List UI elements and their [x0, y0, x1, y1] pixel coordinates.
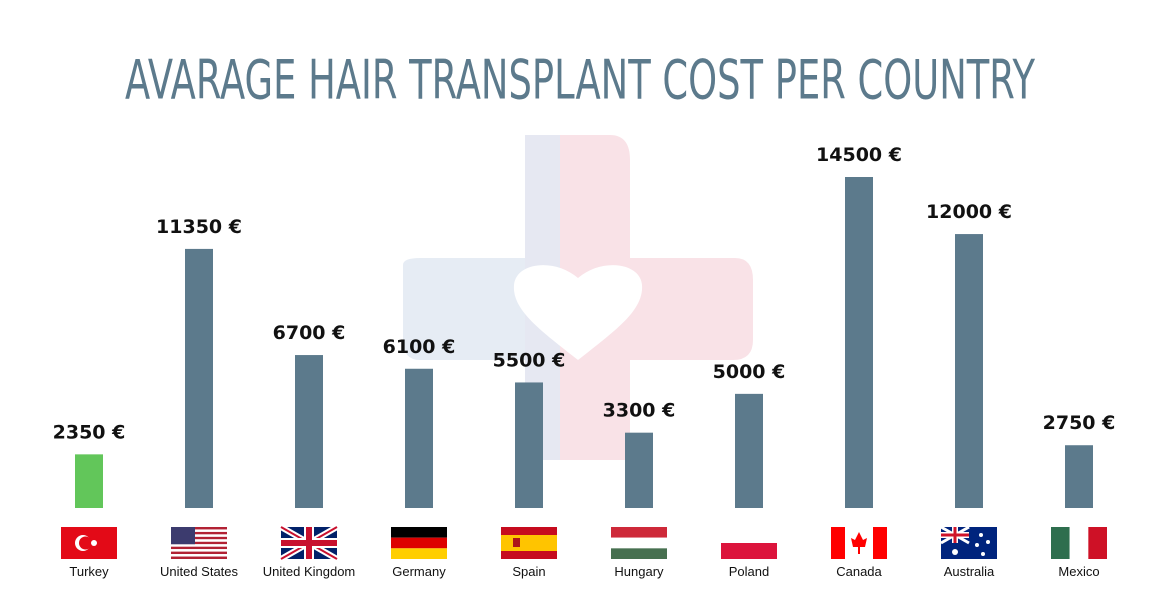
x-tick-label: Mexico [1058, 564, 1099, 579]
watermark [403, 135, 753, 460]
flag-part [171, 531, 227, 535]
flag-part [171, 551, 227, 555]
flag-part [986, 540, 990, 544]
flag-part [981, 552, 985, 556]
flag-part [831, 527, 845, 559]
flag-part [391, 527, 447, 538]
x-tick-label: Australia [944, 564, 995, 579]
x-tick-label: United Kingdom [263, 564, 356, 579]
flag-part [979, 533, 983, 537]
bar [75, 454, 103, 508]
flag-part [611, 548, 667, 559]
flag-part [391, 548, 447, 559]
chart-title: AVARAGE HAIR TRANSPLANT COST PER COUNTRY [125, 49, 1036, 112]
flag-part [171, 527, 227, 530]
flag-part [611, 537, 667, 549]
flag-part [171, 549, 227, 552]
value-label: 3300 € [603, 400, 676, 422]
value-label: 6100 € [383, 336, 456, 358]
flag-part [171, 556, 227, 559]
flag-part [171, 534, 227, 537]
flag-part [501, 535, 557, 551]
flag-part [611, 527, 667, 538]
flag-part [721, 543, 777, 559]
flags [61, 524, 1107, 562]
flag-part [513, 538, 520, 547]
flag-part [171, 544, 227, 547]
bar [295, 355, 323, 508]
value-label: 5000 € [713, 361, 786, 383]
bar [955, 234, 983, 508]
bar [845, 177, 873, 508]
flag-part [1088, 527, 1107, 559]
value-label: 11350 € [156, 216, 242, 238]
value-label: 2750 € [1043, 412, 1116, 434]
flag-part [171, 527, 195, 545]
bar [625, 432, 653, 508]
flag-part [975, 543, 979, 547]
flag-part [941, 533, 969, 537]
flag-part [281, 540, 337, 546]
flag-part [171, 539, 227, 542]
x-tick-label: United States [160, 564, 239, 579]
value-label: 12000 € [926, 201, 1012, 223]
bar [405, 368, 433, 508]
flag-part [79, 536, 92, 550]
flag-part [391, 537, 447, 549]
bar [515, 382, 543, 508]
flag-part [91, 540, 97, 546]
value-label: 2350 € [53, 421, 126, 443]
flag-part [171, 536, 227, 540]
value-label: 5500 € [493, 349, 566, 371]
flag-part [851, 532, 867, 554]
value-label: 14500 € [816, 144, 902, 166]
x-tick-label: Turkey [69, 564, 109, 579]
bar [735, 393, 763, 508]
x-tick-label: Hungary [614, 564, 664, 579]
flag-part [171, 546, 227, 550]
x-tick-label: Germany [392, 564, 446, 579]
flag-part [873, 527, 887, 559]
flag-part [1051, 527, 1070, 559]
x-tick-label: Canada [836, 564, 882, 579]
bar [185, 248, 213, 508]
flag-part [721, 527, 777, 543]
value-label: 6700 € [273, 322, 346, 344]
flag-part [171, 541, 227, 545]
flag-part [171, 529, 227, 532]
flag-part [1069, 527, 1089, 559]
flag-part [171, 554, 227, 557]
bar [1065, 445, 1093, 508]
x-tick-label: Poland [729, 564, 769, 579]
flag-part [952, 549, 958, 555]
x-tick-label: Spain [512, 564, 545, 579]
